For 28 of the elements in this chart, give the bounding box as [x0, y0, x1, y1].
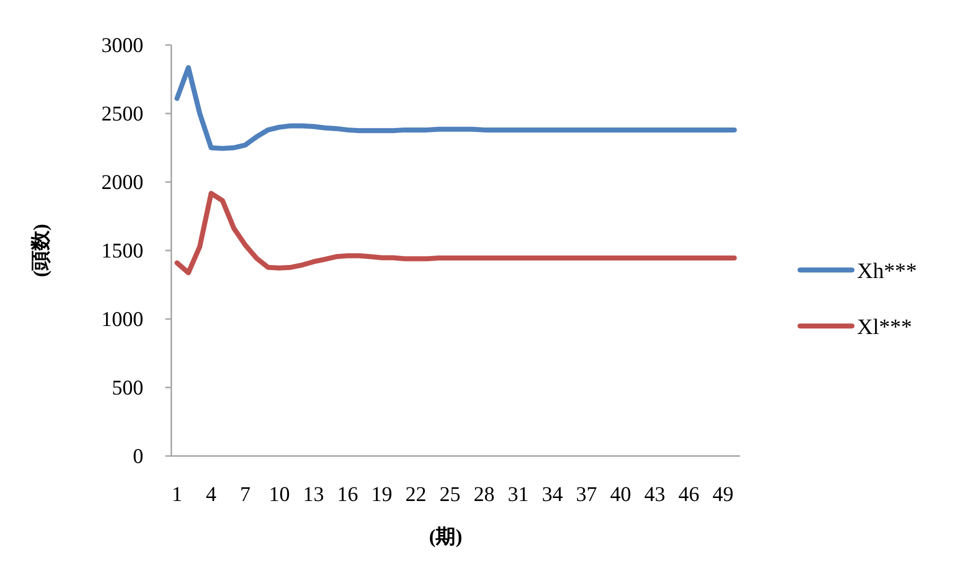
x-axis-title: (期): [429, 526, 462, 548]
x-tick-label: 4: [206, 482, 217, 506]
y-tick-label: 3000: [101, 33, 144, 57]
y-tick-label: 1500: [101, 238, 144, 262]
x-tick-label: 25: [440, 482, 460, 506]
x-tick-label: 16: [337, 482, 358, 506]
x-tick-label: 31: [508, 482, 529, 506]
x-tick-label: 7: [240, 482, 250, 506]
x-tick-label: 43: [644, 482, 666, 506]
y-axis-title: (頭数): [30, 224, 52, 278]
y-tick-label: 0: [132, 444, 144, 468]
x-tick-label: 49: [712, 482, 734, 506]
x-tick-label: 13: [303, 482, 324, 506]
y-tick-label: 2500: [101, 102, 144, 126]
y-tick-label: 2000: [101, 170, 144, 194]
x-tick-label: 37: [576, 482, 597, 506]
legend-label: Xl***: [857, 314, 912, 339]
x-tick-label: 46: [678, 482, 700, 506]
x-tick-label: 19: [371, 482, 392, 506]
x-tick-label: 28: [474, 482, 495, 506]
x-tick-label: 40: [610, 482, 632, 506]
legend-label: Xh***: [857, 258, 917, 283]
y-tick-label: 500: [112, 376, 144, 400]
x-tick-label: 22: [405, 482, 426, 506]
x-tick-label: 34: [542, 482, 564, 506]
x-tick-label: 1: [172, 482, 182, 506]
y-tick-label: 1000: [101, 307, 144, 331]
x-tick-label: 10: [268, 482, 290, 506]
